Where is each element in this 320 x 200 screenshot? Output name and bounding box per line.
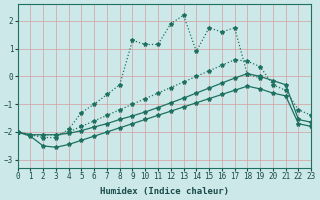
X-axis label: Humidex (Indice chaleur): Humidex (Indice chaleur) [100,187,229,196]
